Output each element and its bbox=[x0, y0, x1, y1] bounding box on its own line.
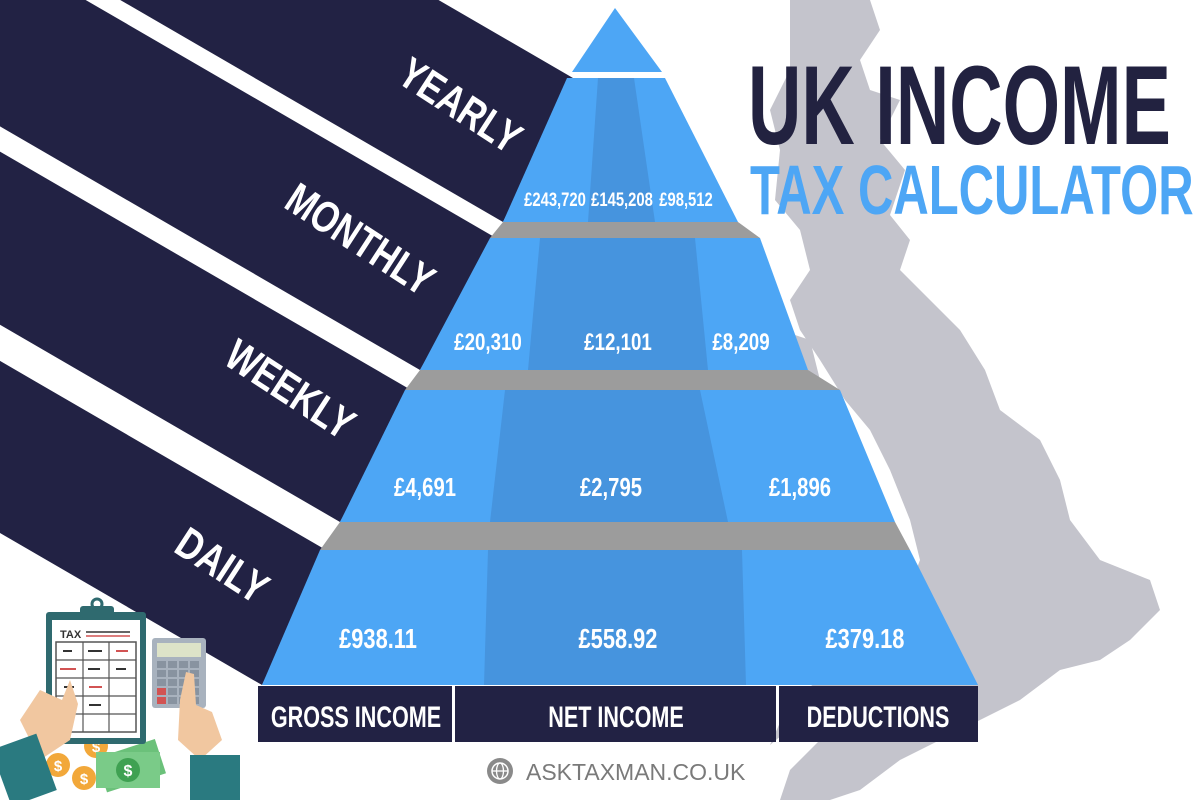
title-line-1: UK INCOME bbox=[748, 44, 1171, 169]
tier-daily-center bbox=[484, 550, 746, 685]
column-label-net-bg bbox=[455, 686, 776, 742]
pyramid bbox=[262, 8, 978, 685]
daily-net: £558.92 bbox=[579, 623, 658, 654]
calculator-key bbox=[168, 697, 177, 704]
calculator-icon bbox=[152, 638, 206, 708]
calculator-key bbox=[157, 697, 166, 704]
daily-gross: £938.11 bbox=[339, 623, 417, 654]
calculator-key bbox=[190, 661, 199, 668]
svg-text:$: $ bbox=[80, 771, 89, 788]
svg-text:$: $ bbox=[54, 758, 63, 775]
calculator-key bbox=[168, 661, 177, 668]
calculator-key bbox=[190, 670, 199, 677]
daily-deductions: £379.18 bbox=[826, 623, 905, 654]
weekly-net: £2,795 bbox=[580, 473, 642, 502]
tier-divider bbox=[490, 222, 760, 238]
yearly-gross: £243,720 bbox=[524, 189, 586, 210]
calculator-key bbox=[157, 679, 166, 686]
yearly-net: £145,208 bbox=[591, 189, 653, 210]
tax-illustration: $ $ $ $ TAX bbox=[0, 597, 240, 800]
calculator-key bbox=[168, 679, 177, 686]
stripe-yearly bbox=[120, 0, 573, 222]
banknotes-icon: $ bbox=[95, 738, 166, 793]
stripe-monthly bbox=[0, 0, 496, 370]
yearly-deductions: £98,512 bbox=[659, 189, 713, 210]
calculator-key bbox=[168, 688, 177, 695]
calculator-key bbox=[157, 688, 166, 695]
column-label-deductions-bg bbox=[779, 686, 978, 742]
uk-map bbox=[770, 0, 1160, 800]
calculator-key bbox=[179, 679, 188, 686]
stripe-daily bbox=[0, 360, 326, 685]
title-line-2: TAX CALCULATOR bbox=[750, 150, 1194, 229]
calculator-key bbox=[179, 661, 188, 668]
column-label-net: NET INCOME bbox=[548, 699, 684, 733]
calculator-key bbox=[168, 670, 177, 677]
column-label-gross: GROSS INCOME bbox=[271, 699, 441, 733]
tier-monthly-center bbox=[528, 238, 708, 370]
clipboard-label: TAX bbox=[60, 629, 82, 641]
calculator-key bbox=[157, 661, 166, 668]
hands-icon bbox=[0, 672, 240, 800]
svg-text:$: $ bbox=[124, 763, 133, 780]
calculator-key bbox=[179, 670, 188, 677]
column-label-gross-bg bbox=[258, 686, 452, 742]
tier-weekly-center bbox=[490, 390, 728, 522]
svg-text:$: $ bbox=[92, 739, 101, 756]
monthly-net: £12,101 bbox=[584, 329, 652, 356]
weekly-deductions: £1,896 bbox=[769, 473, 831, 502]
column-label-deductions: DEDUCTIONS bbox=[807, 699, 950, 733]
stripe-weekly bbox=[0, 151, 411, 522]
monthly-gross: £20,310 bbox=[454, 329, 522, 356]
footer-website[interactable]: ASKTAXMAN.CO.UK bbox=[526, 759, 746, 785]
monthly-deductions: £8,209 bbox=[712, 329, 769, 356]
globe-icon bbox=[487, 758, 513, 784]
period-stripes bbox=[0, 0, 573, 685]
weekly-gross: £4,691 bbox=[394, 473, 456, 502]
tier-yearly-center bbox=[588, 78, 655, 222]
calculator-key bbox=[157, 670, 166, 677]
pyramid-cap bbox=[572, 8, 662, 72]
tier-divider bbox=[405, 370, 840, 390]
tier-divider bbox=[320, 522, 910, 550]
